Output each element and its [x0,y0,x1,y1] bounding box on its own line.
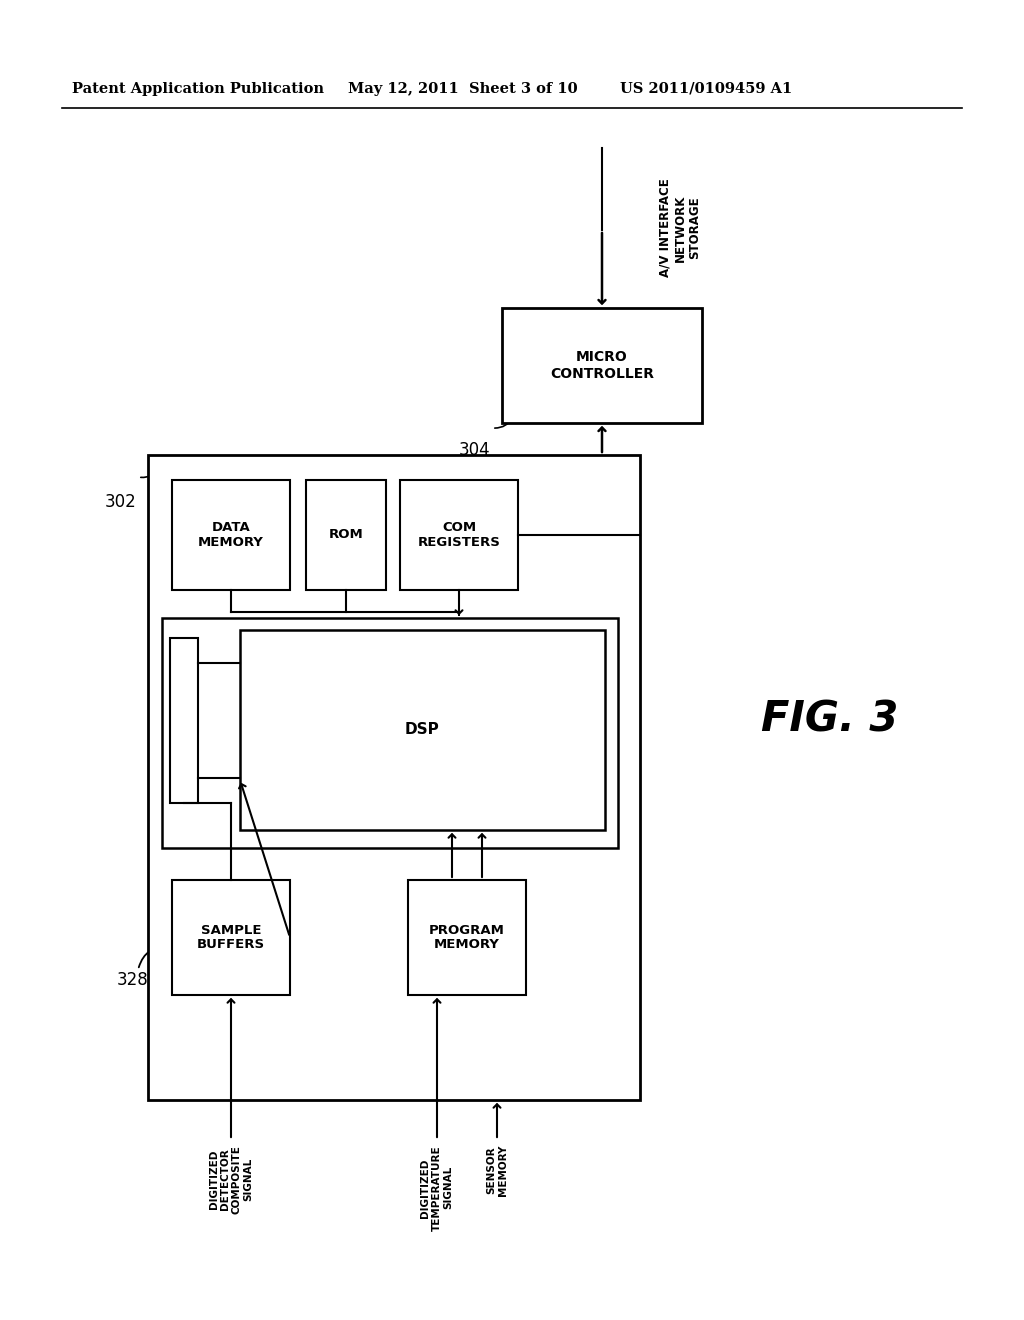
Bar [240,630,605,830]
Text: DATA
MEMORY: DATA MEMORY [198,521,264,549]
Text: May 12, 2011  Sheet 3 of 10: May 12, 2011 Sheet 3 of 10 [348,82,578,96]
Text: SENSOR
MEMORY: SENSOR MEMORY [486,1144,508,1196]
Text: A/V INTERFACE
NETWORK
STORAGE: A/V INTERFACE NETWORK STORAGE [658,178,701,277]
Bar [408,880,526,995]
Bar [400,480,518,590]
Text: FIG. 3: FIG. 3 [761,700,899,741]
Text: SAMPLE
BUFFERS: SAMPLE BUFFERS [197,924,265,952]
Text: US 2011/0109459 A1: US 2011/0109459 A1 [620,82,793,96]
Bar [172,480,290,590]
FancyArrowPatch shape [139,944,167,968]
Text: PROGRAM
MEMORY: PROGRAM MEMORY [429,924,505,952]
Text: MICRO
CONTROLLER: MICRO CONTROLLER [550,350,654,380]
Text: ROM: ROM [329,528,364,541]
Text: DIGITIZED
DETECTOR
COMPOSITE
SIGNAL: DIGITIZED DETECTOR COMPOSITE SIGNAL [209,1144,253,1214]
Text: Patent Application Publication: Patent Application Publication [72,82,324,96]
Text: DSP: DSP [406,722,440,738]
Bar [502,308,702,422]
Text: 328: 328 [117,972,148,989]
Bar [162,618,618,847]
Bar [172,880,290,995]
Text: 302: 302 [104,492,136,511]
Text: DIGITIZED
TEMPERATURE
SIGNAL: DIGITIZED TEMPERATURE SIGNAL [421,1144,454,1230]
FancyArrowPatch shape [495,417,513,428]
Bar [306,480,386,590]
Text: COM
REGISTERS: COM REGISTERS [418,521,501,549]
FancyArrowPatch shape [140,467,159,478]
Bar [170,638,198,803]
Bar [148,455,640,1100]
Text: 304: 304 [459,441,490,459]
